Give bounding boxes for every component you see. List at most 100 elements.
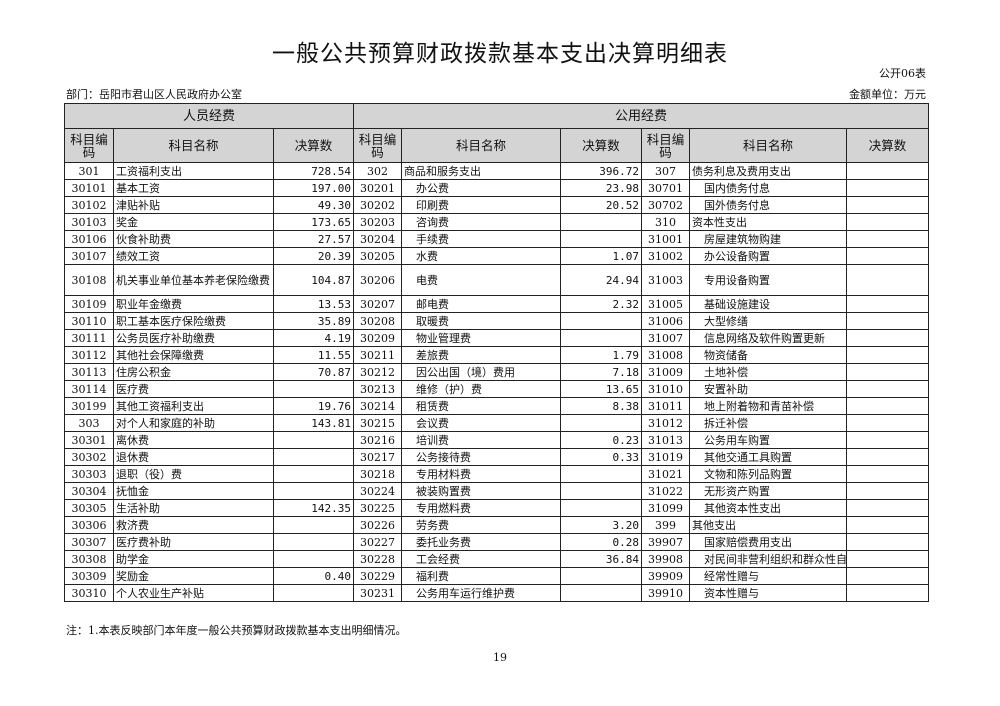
item-name: 退职（役）费 xyxy=(113,465,274,483)
item-code: 30208 xyxy=(353,312,403,330)
item-name: 维修（护）费 xyxy=(401,380,562,398)
item-code: 30301 xyxy=(64,431,114,449)
item-name: 差旅费 xyxy=(401,346,562,364)
item-amount xyxy=(560,584,643,602)
item-code: 30112 xyxy=(64,346,114,364)
table-row: 30305 生活补助 142.35 30225 专用燃料费 31099 其他资本性支出 xyxy=(64,499,930,517)
item-name: 对个人和家庭的补助 xyxy=(113,414,274,432)
item-name: 咨询费 xyxy=(401,213,562,231)
item-code: 31021 xyxy=(641,465,691,483)
item-amount: 197.00 xyxy=(272,179,355,197)
item-amount: 8.38 xyxy=(560,397,643,415)
item-amount xyxy=(846,482,930,500)
item-code: 30103 xyxy=(64,213,114,231)
item-code: 31012 xyxy=(641,414,691,432)
page-title: 一般公共预算财政拨款基本支出决算明细表 xyxy=(272,41,728,67)
item-code: 31001 xyxy=(641,230,691,248)
table-row: 30113 住房公积金 70.87 30212 因公出国（境）费用 7.18 31009 土地… xyxy=(64,363,930,381)
item-code: 30702 xyxy=(641,196,691,214)
item-amount xyxy=(560,499,643,517)
item-amount xyxy=(846,162,930,180)
item-amount: 0.40 xyxy=(272,567,355,585)
item-code: 30306 xyxy=(64,516,114,534)
item-code: 39910 xyxy=(641,584,691,602)
item-name: 国内债务付息 xyxy=(689,179,848,197)
table-row: 30101 基本工资 197.00 30201 办公费 23.98 30701 国内债务付息 xyxy=(64,179,930,197)
table-row: 30307 医疗费补助 30227 委托业务费 0.28 39907 国家赔偿费用支出 xyxy=(64,533,930,551)
item-name: 福利费 xyxy=(401,567,562,585)
item-code: 30701 xyxy=(641,179,691,197)
item-amount xyxy=(846,465,930,483)
item-code: 31007 xyxy=(641,329,691,347)
item-amount xyxy=(560,465,643,483)
table-row: 30306 救济费 30226 劳务费 3.20 399 其他支出 xyxy=(64,516,930,534)
item-amount xyxy=(846,380,930,398)
item-code: 31005 xyxy=(641,295,691,313)
item-amount xyxy=(846,431,930,449)
item-amount xyxy=(846,346,930,364)
item-amount xyxy=(272,448,355,466)
item-code: 30101 xyxy=(64,179,114,197)
table-row: 30111 公务员医疗补助缴费 4.19 30209 物业管理费 31007 信息网络及软件… xyxy=(64,329,930,347)
item-name: 资本性支出 xyxy=(689,213,848,231)
item-code: 302 xyxy=(353,162,403,180)
item-name: 住房公积金 xyxy=(113,363,274,381)
item-code: 30214 xyxy=(353,397,403,415)
column-header-amount: 决算数 xyxy=(560,128,643,163)
item-amount xyxy=(846,533,930,551)
item-code: 30205 xyxy=(353,247,403,265)
item-amount xyxy=(846,312,930,330)
item-amount xyxy=(272,431,355,449)
item-name: 物资储备 xyxy=(689,346,848,364)
item-code: 30114 xyxy=(64,380,114,398)
item-code: 30207 xyxy=(353,295,403,313)
item-name: 助学金 xyxy=(113,550,274,568)
item-amount: 2.32 xyxy=(560,295,643,313)
item-name: 土地补偿 xyxy=(689,363,848,381)
item-amount: 728.54 xyxy=(272,162,355,180)
item-amount: 143.81 xyxy=(272,414,355,432)
item-code: 30202 xyxy=(353,196,403,214)
item-name: 债务利息及费用支出 xyxy=(689,162,848,180)
item-amount: 19.76 xyxy=(272,397,355,415)
item-amount xyxy=(846,448,930,466)
item-amount: 4.19 xyxy=(272,329,355,347)
item-amount: 23.98 xyxy=(560,179,643,197)
item-code: 31099 xyxy=(641,499,691,517)
item-amount: 24.94 xyxy=(560,264,643,296)
item-name: 邮电费 xyxy=(401,295,562,313)
item-amount xyxy=(846,247,930,265)
item-amount: 0.28 xyxy=(560,533,643,551)
item-name: 机关事业单位基本养老保险缴费 xyxy=(113,264,274,296)
item-name: 退休费 xyxy=(113,448,274,466)
item-name: 取暖费 xyxy=(401,312,562,330)
item-code: 39909 xyxy=(641,567,691,585)
item-code: 30204 xyxy=(353,230,403,248)
table-row: 303 对个人和家庭的补助 143.81 30215 会议费 31012 拆迁补偿 xyxy=(64,414,930,432)
item-code: 30229 xyxy=(353,567,403,585)
item-code: 31022 xyxy=(641,482,691,500)
item-name: 奖金 xyxy=(113,213,274,231)
item-name: 工会经费 xyxy=(401,550,562,568)
column-header-name: 科目名称 xyxy=(401,128,562,163)
item-code: 30107 xyxy=(64,247,114,265)
item-amount xyxy=(846,550,930,568)
item-name: 专用设备购置 xyxy=(689,264,848,296)
item-code: 399 xyxy=(641,516,691,534)
item-amount xyxy=(272,550,355,568)
table-row: 30107 绩效工资 20.39 30205 水费 1.07 31002 办公设备购置 xyxy=(64,247,930,265)
item-code: 30213 xyxy=(353,380,403,398)
item-name: 其他资本性支出 xyxy=(689,499,848,517)
department-label: 部门：岳阳市君山区人民政府办公室 xyxy=(66,88,242,101)
page-number: 19 xyxy=(493,651,507,664)
item-code: 30108 xyxy=(64,264,114,296)
item-amount xyxy=(846,179,930,197)
item-name: 地上附着物和青苗补偿 xyxy=(689,397,848,415)
item-name: 电费 xyxy=(401,264,562,296)
table-row: 30106 伙食补助费 27.57 30204 手续费 31001 房屋建筑物购建 xyxy=(64,230,930,248)
expenditure-table: 人员经费 公用经费 科目编码 科目名称 决算数 科目编码 科目名称 决算数 科目编码 科目名称… xyxy=(63,103,930,602)
item-name: 医疗费补助 xyxy=(113,533,274,551)
item-name: 基础设施建设 xyxy=(689,295,848,313)
item-code: 30307 xyxy=(64,533,114,551)
item-code: 30209 xyxy=(353,329,403,347)
